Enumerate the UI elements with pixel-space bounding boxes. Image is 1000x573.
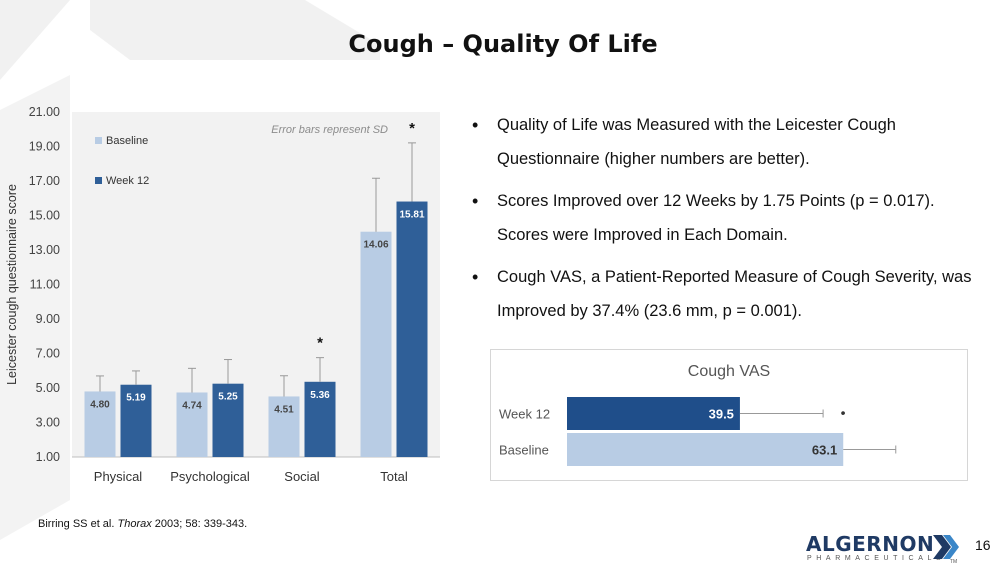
legend-label: Week 12 [106, 175, 149, 187]
bar-week12 [304, 381, 336, 457]
bullet-dot: • [472, 191, 479, 211]
error-bar-note: Error bars represent SD [271, 124, 388, 136]
citation-details: 2003; 58: 339-343. [151, 518, 248, 530]
y-tick-label: 17.00 [29, 174, 60, 188]
chevron-logo-icon: TM [933, 535, 959, 563]
legend-swatch-baseline [95, 137, 102, 144]
bar-baseline [84, 391, 116, 457]
y-tick-label: 9.00 [36, 312, 60, 326]
y-tick-label: 13.00 [29, 243, 60, 257]
significance-asterisk: * [317, 335, 323, 352]
data-label: 4.74 [182, 400, 202, 411]
cough-vas-chart: Cough VAS Week 12 39.5 • Baseline 63.1 [499, 363, 897, 466]
bullet-item: • Scores Improved over 12 Weeks by 1.75 P… [470, 184, 990, 252]
data-label: 5.25 [218, 392, 238, 403]
vas-chart-title: Cough VAS [688, 363, 770, 380]
legend-label: Baseline [106, 135, 148, 147]
x-tick-label: Total [380, 469, 408, 484]
logo-trademark: TM [950, 559, 957, 563]
bullet-item: • Cough VAS, a Patient-Reported Measure o… [470, 260, 990, 328]
vas-category-label: Baseline [499, 443, 549, 458]
bar-baseline [268, 396, 300, 457]
y-tick-label: 19.00 [29, 140, 60, 154]
page-title: Cough – Quality Of Life [348, 30, 658, 58]
y-tick-label: 15.00 [29, 209, 60, 223]
bullet-text: Scores Improved over 12 Weeks by 1.75 Po… [497, 192, 935, 244]
bullet-text: Cough VAS, a Patient-Reported Measure of… [497, 268, 972, 320]
cough-vas-panel: Cough VAS Week 12 39.5 • Baseline 63.1 [490, 349, 968, 481]
vas-bar-week12 [567, 397, 740, 430]
y-tick-label: 1.00 [36, 450, 60, 464]
x-tick-label: Social [284, 469, 320, 484]
bar-week12 [396, 201, 428, 457]
bullet-dot: • [472, 267, 479, 287]
data-label: 5.19 [126, 393, 146, 404]
page-number: 16 [975, 537, 991, 553]
data-label: 4.51 [274, 404, 294, 415]
logo-subtitle: PHARMACEUTICALS [807, 555, 946, 562]
algernon-logo: ALGERNON PHARMACEUTICALS TM [806, 532, 966, 564]
y-tick-label: 21.00 [29, 105, 60, 119]
data-label: 4.80 [90, 399, 110, 410]
bar-week12 [120, 384, 152, 457]
vas-significance-marker: • [841, 405, 846, 421]
bullet-item: • Quality of Life was Measured with the L… [470, 108, 990, 176]
data-label: 5.36 [310, 390, 330, 401]
bullet-dot: • [472, 115, 479, 135]
vas-category-label: Week 12 [499, 407, 550, 422]
data-label: 14.06 [363, 240, 388, 251]
citation: Birring SS et al. Thorax 2003; 58: 339-3… [38, 518, 247, 530]
significance-asterisk: * [409, 120, 415, 137]
bar-week12 [212, 383, 244, 457]
lcq-bar-chart: 1.00 3.00 5.00 7.00 9.00 11.00 13.00 15.00 17.00… [5, 105, 440, 484]
citation-journal: Thorax [117, 518, 152, 530]
y-axis-title: Leicester cough questionnaire score [5, 184, 19, 385]
bullet-list: • Quality of Life was Measured with the L… [470, 108, 990, 336]
bar-baseline [176, 392, 208, 457]
y-tick-label: 3.00 [36, 416, 60, 430]
legend-swatch-week12 [95, 177, 102, 184]
vas-bar-baseline [567, 433, 844, 466]
citation-authors: Birring SS et al. [38, 518, 118, 530]
vas-data-label: 63.1 [812, 443, 837, 458]
data-label: 15.81 [399, 210, 424, 221]
bar-baseline [360, 231, 392, 457]
logo-name: ALGERNON [806, 532, 935, 556]
vas-data-label: 39.5 [709, 407, 734, 422]
y-tick-label: 5.00 [36, 381, 60, 395]
y-tick-label: 11.00 [30, 278, 60, 292]
x-tick-label: Physical [94, 469, 143, 484]
bullet-text: Quality of Life was Measured with the Le… [497, 116, 896, 168]
x-tick-label: Psychological [170, 469, 250, 484]
y-tick-label: 7.00 [36, 347, 60, 361]
